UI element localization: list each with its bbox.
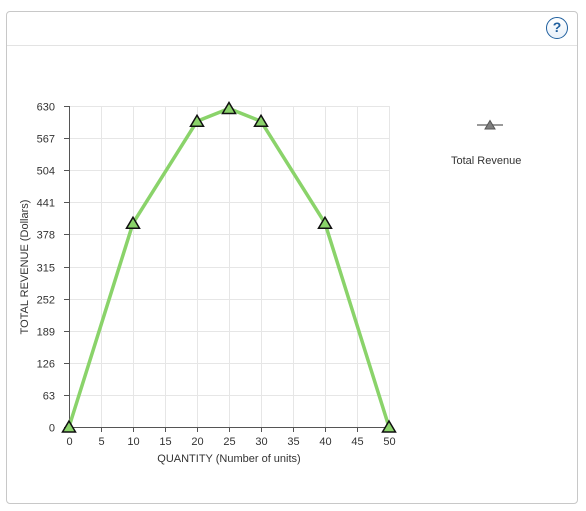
- x-tick-label: 50: [383, 436, 395, 448]
- help-button[interactable]: ?: [546, 17, 568, 39]
- grid-lines: [69, 106, 390, 428]
- y-axis-title: TOTAL REVENUE (Dollars): [19, 200, 31, 335]
- data-point-triangle: [317, 215, 333, 229]
- legend-label-total-revenue: Total Revenue: [451, 155, 521, 167]
- x-tick-labels: 0 5 10 15 20 25 30 35 40 45 50: [66, 436, 395, 448]
- x-axis-title: QUANTITY (Number of units): [157, 453, 300, 465]
- x-tick-label: 10: [127, 436, 139, 448]
- panel-divider: [7, 45, 577, 46]
- data-point-triangle: [125, 215, 141, 229]
- data-point-triangle: [253, 113, 269, 128]
- y-tick-label: 441: [37, 198, 55, 210]
- x-tick-label: 40: [319, 436, 331, 448]
- y-tick-label: 630: [37, 102, 55, 114]
- y-tick-label: 0: [49, 423, 55, 435]
- data-point-triangle: [381, 419, 397, 433]
- x-tick-label: 20: [191, 436, 203, 448]
- x-tick-label: 30: [255, 436, 267, 448]
- data-point-triangle: [189, 113, 205, 128]
- axes: [64, 106, 390, 432]
- legend: Total Revenue: [451, 119, 521, 167]
- y-tick-labels: 0 63 126 189 252 315 378 441 504 567 630: [37, 102, 55, 435]
- x-tick-label: 15: [159, 436, 171, 448]
- y-tick-label: 126: [37, 359, 55, 371]
- data-point-triangle: [221, 101, 237, 115]
- y-tick-label: 189: [37, 327, 55, 339]
- data-point-triangle: [61, 419, 77, 433]
- y-tick-label: 504: [37, 166, 55, 178]
- y-tick-label: 378: [37, 230, 55, 242]
- legend-triangle-icon: [484, 119, 496, 130]
- x-tick-label: 0: [66, 436, 72, 448]
- y-tick-label: 567: [37, 134, 55, 146]
- x-tick-label: 5: [98, 436, 104, 448]
- y-tick-label: 315: [37, 263, 55, 275]
- x-tick-label: 35: [287, 436, 299, 448]
- y-tick-label: 252: [37, 295, 55, 307]
- x-tick-label: 25: [223, 436, 235, 448]
- x-tick-label: 45: [351, 436, 363, 448]
- series-total-revenue: [61, 101, 397, 433]
- y-tick-label: 63: [43, 391, 55, 403]
